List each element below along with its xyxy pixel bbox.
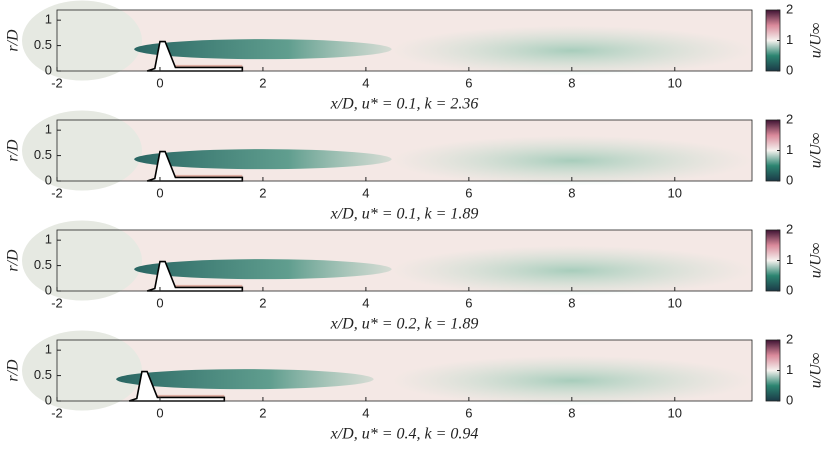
x-tick-label: 0 [156, 185, 163, 200]
nozzle-body [146, 260, 244, 292]
wake-region [391, 25, 752, 76]
x-axis-label: x/D, u* = 0.2, k = 1.89 [330, 316, 479, 333]
nozzle-body [128, 370, 226, 402]
x-tick-label: 8 [568, 185, 575, 200]
y-tick-label: 1 [45, 12, 52, 27]
y-tick-label: 1 [45, 122, 52, 137]
colorbar-label: u/U∞ [808, 23, 825, 58]
y-tick-label: 0.5 [34, 257, 52, 272]
colorbar-tick-label: 0 [786, 392, 793, 407]
colorbar-tick-label: 1 [786, 142, 793, 157]
y-tick-label: 0 [45, 392, 52, 407]
colorbar-tick-label: 2 [786, 331, 793, 346]
y-tick-label: 1 [45, 342, 52, 357]
x-tick-label: 10 [668, 405, 682, 420]
upstream-region [22, 110, 142, 191]
upstream-region [22, 0, 142, 81]
x-tick-label: 0 [156, 405, 163, 420]
colorbar-label: u/U∞ [808, 243, 825, 278]
wake-region [391, 245, 752, 296]
x-tick-label: 2 [259, 295, 266, 310]
x-axis-label: x/D, u* = 0.1, k = 1.89 [330, 206, 479, 223]
colorbar-tick-label: 0 [786, 282, 793, 297]
y-tick-label: 0 [45, 62, 52, 77]
y-axis-label: r/D [5, 139, 22, 162]
jet-core [134, 39, 392, 60]
x-tick-label: 10 [668, 75, 682, 90]
y-tick-label: 0 [45, 172, 52, 187]
x-tick-label: 2 [259, 185, 266, 200]
nozzle-body [146, 150, 244, 182]
y-tick-label: 0.5 [34, 147, 52, 162]
upstream-region [22, 330, 142, 411]
x-tick-label: 6 [465, 295, 472, 310]
wake-region [391, 135, 752, 186]
x-tick-label: 8 [568, 295, 575, 310]
colorbar-tick-label: 1 [786, 362, 793, 377]
x-tick-label: 6 [465, 75, 472, 90]
colorbar-tick-label: 0 [786, 172, 793, 187]
x-tick-label: -2 [51, 405, 63, 420]
x-tick-label: 4 [362, 185, 369, 200]
x-axis-label: x/D, u* = 0.1, k = 2.36 [330, 96, 479, 113]
plot-frame [56, 339, 753, 402]
colorbar-tick-label: 1 [786, 32, 793, 47]
y-tick-label: 0 [45, 282, 52, 297]
x-tick-label: 10 [668, 295, 682, 310]
x-tick-label: 6 [465, 405, 472, 420]
jet-core [134, 149, 392, 170]
x-tick-label: 4 [362, 295, 369, 310]
x-tick-label: 6 [465, 185, 472, 200]
colorbar-tick-label: 1 [786, 252, 793, 267]
x-tick-label: -2 [51, 185, 63, 200]
x-tick-label: 4 [362, 75, 369, 90]
plot-frame [56, 9, 753, 72]
wake-region [391, 355, 752, 406]
colorbar-label: u/U∞ [808, 133, 825, 168]
plot-frame [56, 229, 753, 292]
x-tick-label: 0 [156, 295, 163, 310]
y-axis-label: r/D [5, 29, 22, 52]
y-axis-label: r/D [5, 359, 22, 382]
x-axis-label: x/D, u* = 0.4, k = 0.94 [330, 426, 479, 443]
x-tick-label: 10 [668, 185, 682, 200]
jet-core [134, 259, 392, 280]
x-tick-label: -2 [51, 75, 63, 90]
colorbar-label: u/U∞ [808, 353, 825, 388]
colorbar-tick-label: 0 [786, 62, 793, 77]
plot-frame [56, 119, 753, 182]
y-tick-label: 1 [45, 232, 52, 247]
y-tick-label: 0.5 [34, 37, 52, 52]
x-tick-label: 2 [259, 75, 266, 90]
y-tick-label: 0.5 [34, 367, 52, 382]
x-tick-label: -2 [51, 295, 63, 310]
colorbar-tick-label: 2 [786, 1, 793, 16]
upstream-region [22, 220, 142, 301]
y-axis-label: r/D [5, 249, 22, 272]
x-tick-label: 2 [259, 405, 266, 420]
colorbar-tick-label: 2 [786, 221, 793, 236]
x-tick-label: 8 [568, 405, 575, 420]
nozzle-body [146, 40, 244, 72]
jet-core [116, 369, 374, 390]
colorbar-tick-label: 2 [786, 111, 793, 126]
x-tick-label: 0 [156, 75, 163, 90]
x-tick-label: 8 [568, 75, 575, 90]
x-tick-label: 4 [362, 405, 369, 420]
